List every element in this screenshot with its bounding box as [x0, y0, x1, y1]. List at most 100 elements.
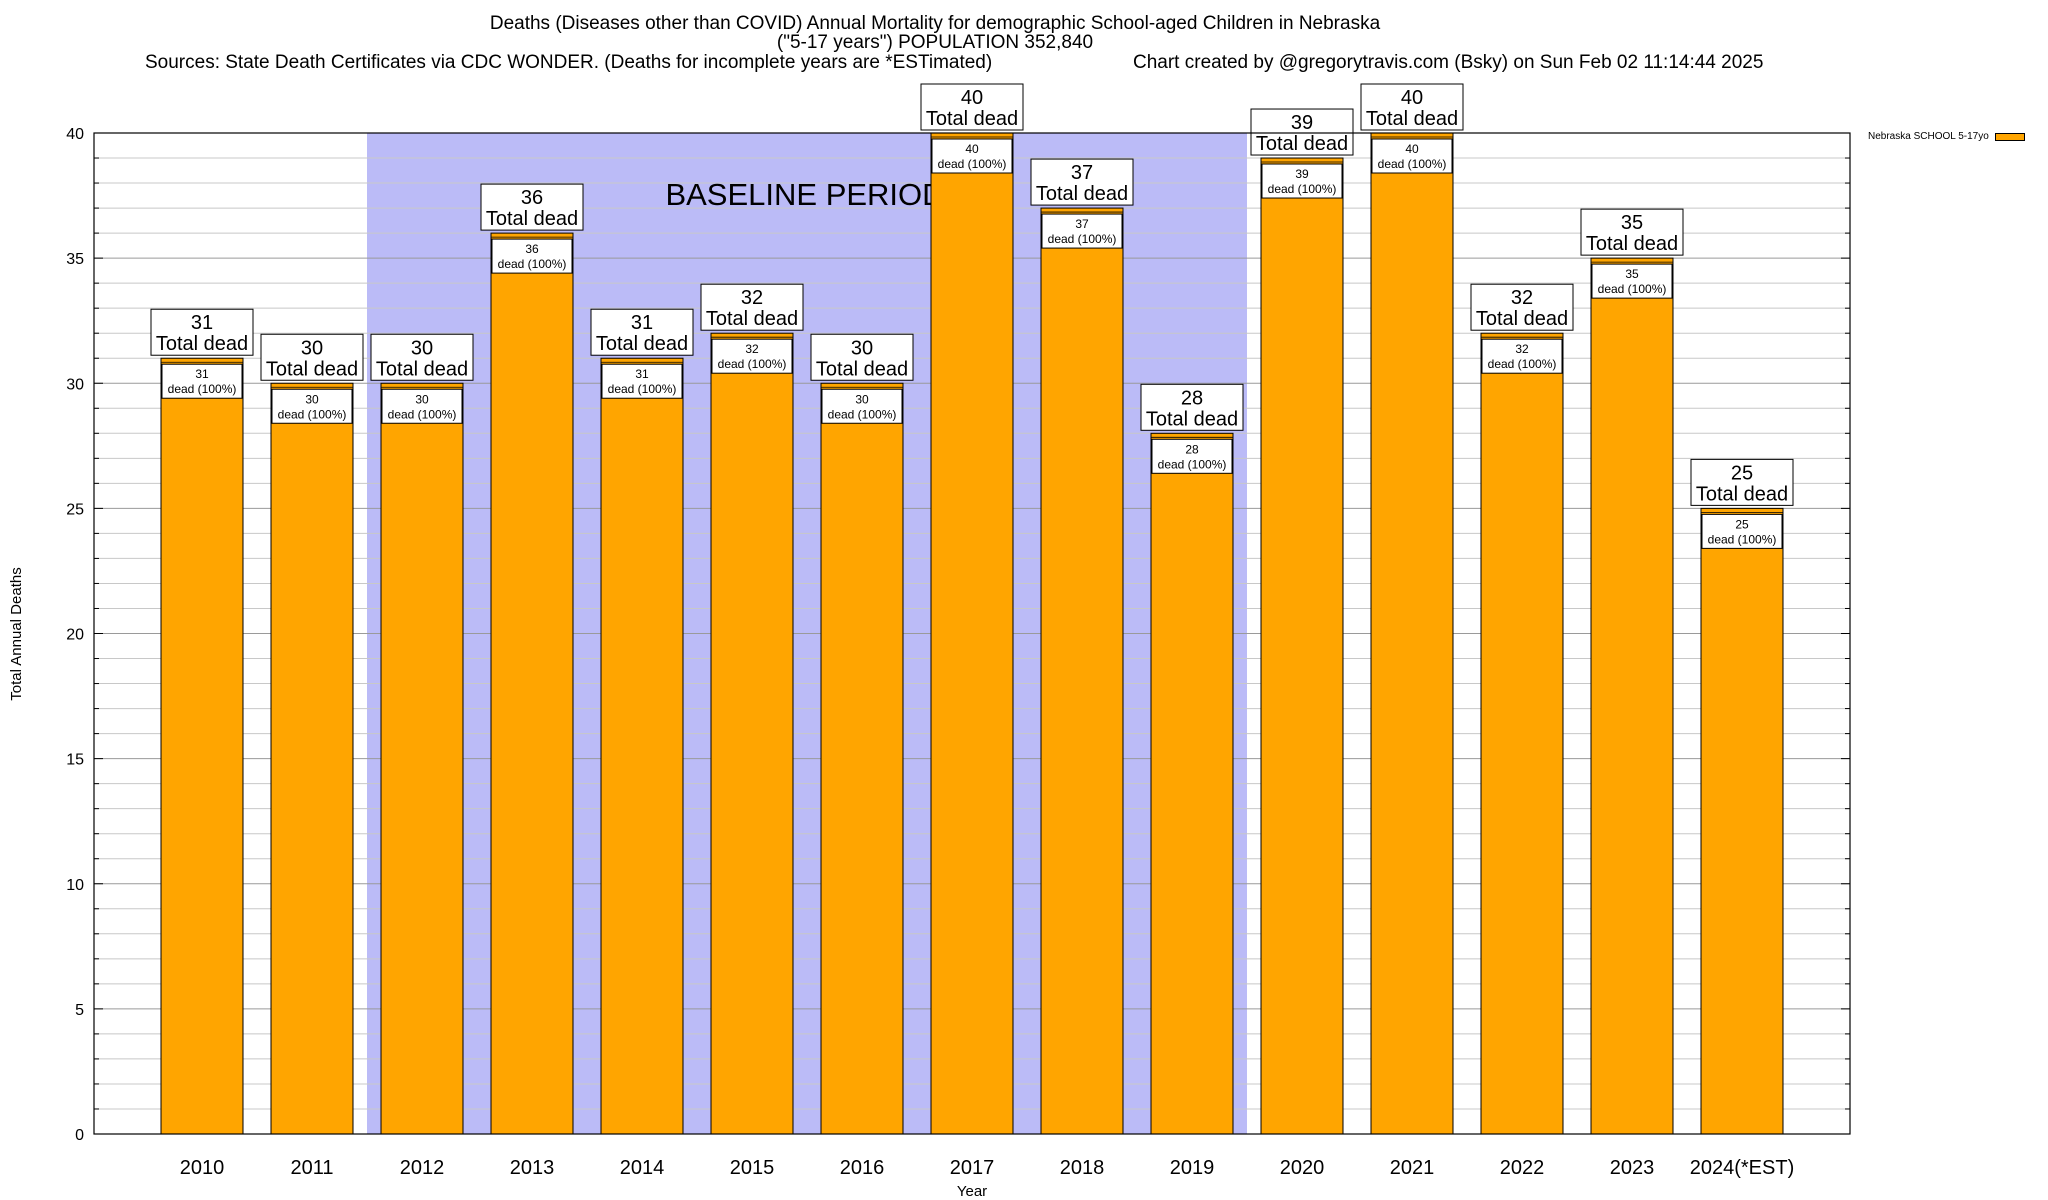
inner-label-box — [1481, 338, 1563, 374]
inner-percent-label: dead (100%) — [168, 382, 237, 396]
total-value-label: 32 — [1511, 287, 1533, 309]
inner-value-label: 31 — [195, 367, 209, 381]
inner-percent-label: dead (100%) — [828, 407, 897, 421]
inner-percent-label: dead (100%) — [1268, 182, 1337, 196]
inner-label-box — [491, 238, 573, 274]
total-label-box — [810, 333, 914, 381]
plot-frame — [93, 132, 1851, 1135]
total-label-box — [370, 333, 474, 381]
inner-percent-label: dead (100%) — [938, 157, 1007, 171]
x-tick-label: 2019 — [1170, 1157, 1215, 1179]
total-value-label: 32 — [741, 287, 763, 309]
total-value-label: 30 — [851, 337, 873, 359]
inner-label-box — [381, 388, 463, 424]
chart-sources-note: Sources: State Death Certificates via CD… — [145, 52, 993, 73]
total-suffix-label: Total dead — [486, 208, 578, 230]
inner-label-box — [1151, 438, 1233, 474]
total-value-label: 36 — [521, 187, 543, 209]
bar — [600, 357, 684, 1135]
bar — [710, 332, 794, 1135]
total-value-label: 30 — [301, 337, 323, 359]
inner-label-box — [931, 138, 1013, 174]
y-tick-label: 0 — [75, 1127, 84, 1144]
x-tick-label: 2016 — [840, 1157, 885, 1179]
inner-label-box — [271, 388, 353, 424]
chart-legend: Nebraska SCHOOL 5-17yo — [1868, 131, 2025, 142]
y-axis-title: Total Annual Deaths — [8, 567, 25, 700]
total-label-box — [1580, 208, 1684, 256]
x-tick-label: 2020 — [1280, 1157, 1325, 1179]
total-value-label: 37 — [1071, 162, 1093, 184]
bar — [1700, 507, 1784, 1135]
total-label-box — [150, 308, 254, 356]
chart-subtitle: ("5-17 years") POPULATION 352,840 — [776, 32, 1094, 53]
inner-label-box — [161, 363, 243, 399]
inner-value-label: 25 — [1735, 517, 1749, 531]
inner-value-label: 31 — [635, 367, 649, 381]
total-suffix-label: Total dead — [1586, 233, 1678, 255]
inner-value-label: 39 — [1295, 167, 1309, 181]
inner-percent-label: dead (100%) — [278, 407, 347, 421]
bar — [160, 357, 244, 1135]
total-suffix-label: Total dead — [376, 358, 468, 380]
bar — [1260, 157, 1344, 1135]
bar — [380, 382, 464, 1135]
y-tick-label: 20 — [66, 627, 84, 644]
bar — [820, 382, 904, 1135]
y-tick-label: 40 — [66, 126, 84, 143]
total-suffix-label: Total dead — [156, 333, 248, 355]
inner-percent-label: dead (100%) — [1048, 232, 1117, 246]
inner-percent-label: dead (100%) — [1158, 457, 1227, 471]
x-tick-label: 2021 — [1390, 1157, 1435, 1179]
x-tick-label: 2022 — [1500, 1157, 1545, 1179]
inner-value-label: 30 — [855, 392, 869, 406]
bar — [1590, 257, 1674, 1135]
total-value-label: 35 — [1621, 212, 1643, 234]
y-tick-label: 25 — [66, 501, 84, 518]
chart-title: Deaths (Diseases other than COVID) Annua… — [489, 13, 1381, 34]
inner-percent-label: dead (100%) — [1488, 357, 1557, 371]
inner-value-label: 32 — [745, 342, 759, 356]
total-label-box — [590, 308, 694, 356]
inner-label-box — [1701, 513, 1783, 549]
bar — [930, 132, 1014, 1135]
total-suffix-label: Total dead — [1366, 108, 1458, 130]
chart-credit-note: Chart created by @gregorytravis.com (Bsk… — [1133, 52, 1764, 73]
inner-label-box — [601, 363, 683, 399]
x-tick-label: 2024(*EST) — [1690, 1157, 1795, 1179]
total-label-box — [920, 83, 1024, 131]
total-label-box — [1250, 108, 1354, 156]
inner-value-label: 32 — [1515, 342, 1529, 356]
inner-value-label: 35 — [1625, 267, 1639, 281]
bar — [1480, 332, 1564, 1135]
total-value-label: 40 — [1401, 87, 1423, 109]
y-tick-label: 15 — [66, 752, 84, 769]
total-label-box — [1360, 83, 1464, 131]
y-tick-label: 30 — [66, 376, 84, 393]
inner-percent-label: dead (100%) — [718, 357, 787, 371]
bar — [490, 232, 574, 1135]
total-value-label: 40 — [961, 87, 983, 109]
bar — [1370, 132, 1454, 1135]
total-value-label: 31 — [631, 312, 653, 334]
inner-value-label: 30 — [415, 392, 429, 406]
total-suffix-label: Total dead — [1146, 408, 1238, 430]
x-tick-label: 2017 — [950, 1157, 995, 1179]
x-tick-label: 2012 — [400, 1157, 445, 1179]
total-value-label: 25 — [1731, 462, 1753, 484]
bar — [1150, 432, 1234, 1135]
total-suffix-label: Total dead — [266, 358, 358, 380]
total-label-box — [1030, 158, 1134, 206]
total-value-label: 30 — [411, 337, 433, 359]
y-tick-label: 5 — [75, 1002, 84, 1019]
inner-label-box — [711, 338, 793, 374]
x-tick-label: 2018 — [1060, 1157, 1105, 1179]
inner-percent-label: dead (100%) — [1598, 282, 1667, 296]
inner-label-box — [821, 388, 903, 424]
legend-swatch — [1994, 132, 2025, 141]
x-tick-label: 2023 — [1610, 1157, 1655, 1179]
inner-value-label: 30 — [305, 392, 319, 406]
total-value-label: 31 — [191, 312, 213, 334]
bar — [1040, 207, 1124, 1135]
